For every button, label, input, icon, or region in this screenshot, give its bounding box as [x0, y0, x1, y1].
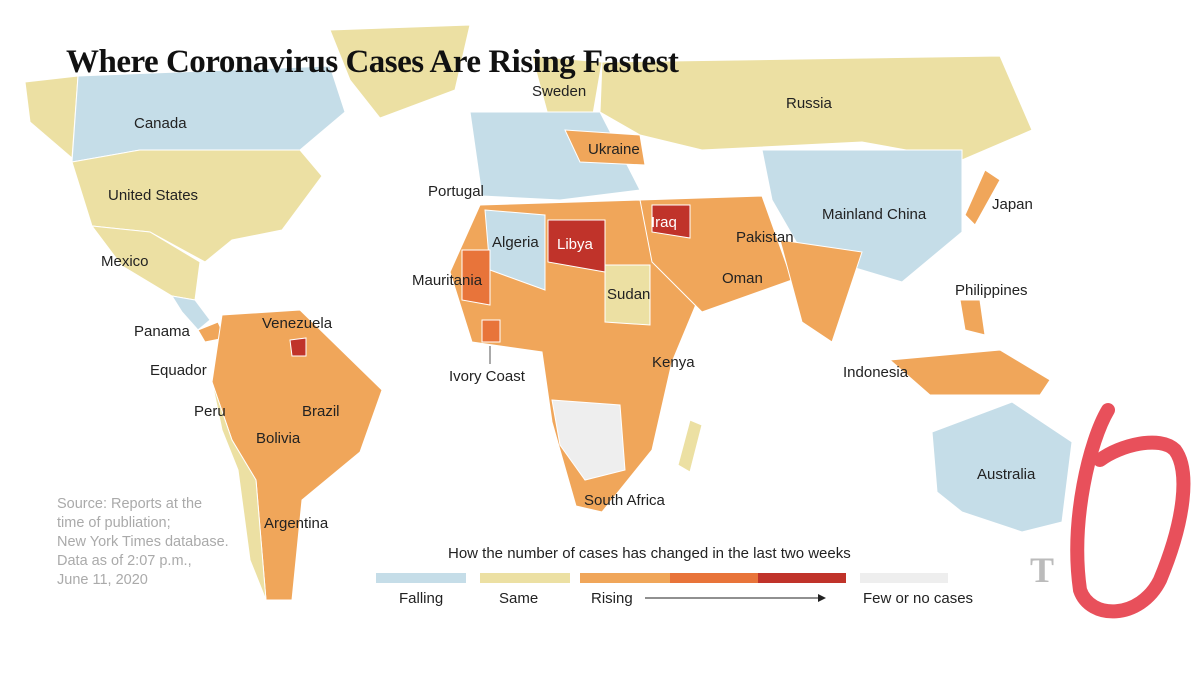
hand-drawn-mark	[1070, 403, 1191, 619]
venezuela-red	[289, 337, 307, 357]
country-label: Oman	[722, 270, 763, 287]
country-label: Sudan	[607, 286, 650, 303]
country-label: Portugal	[428, 183, 484, 200]
legend-swatch	[670, 573, 758, 583]
country-label: Pakistan	[736, 229, 794, 246]
greenland	[329, 24, 471, 119]
india	[779, 239, 863, 343]
country-label: Panama	[134, 323, 191, 340]
ukraine	[564, 129, 646, 166]
country-label: Mexico	[101, 253, 149, 270]
mauritania	[461, 249, 491, 306]
legend-label: Same	[499, 590, 538, 607]
legend-title: How the number of cases has changed in t…	[448, 545, 851, 562]
country-label: United States	[108, 187, 198, 204]
country-label: Equador	[150, 362, 207, 379]
country-label: Argentina	[264, 515, 329, 532]
source-line: time of publiation;	[57, 515, 171, 531]
country-label: Libya	[557, 236, 594, 253]
legend-swatch	[376, 573, 466, 583]
country-label: South Africa	[584, 492, 666, 509]
title: Where Coronavirus Cases Are Rising Faste…	[66, 44, 679, 80]
country-label: Mauritania	[412, 272, 483, 289]
australia	[931, 401, 1073, 533]
logo: T	[1030, 550, 1054, 590]
source-line: Source: Reports at the	[57, 496, 202, 512]
country-label: Ukraine	[588, 141, 640, 158]
southern-africa	[551, 399, 626, 481]
sudan	[604, 264, 651, 326]
legend-arrowhead	[818, 594, 826, 602]
source-line: June 11, 2020	[57, 572, 148, 588]
country-label: Venezuela	[262, 315, 333, 332]
madagascar	[677, 419, 703, 473]
country-label: Sweden	[532, 83, 586, 100]
indonesia	[888, 349, 1051, 396]
country-label: Bolivia	[256, 430, 301, 447]
alaska	[24, 75, 79, 160]
country-label: Ivory Coast	[449, 368, 526, 385]
canada	[71, 65, 346, 163]
russia	[599, 55, 1033, 161]
country-label: Australia	[977, 466, 1036, 483]
ivory-coast	[481, 319, 501, 343]
legend-swatch	[758, 573, 846, 583]
country-label: Mainland China	[822, 206, 927, 223]
legend-label: Falling	[399, 590, 443, 607]
country-label: Japan	[992, 196, 1033, 213]
country-label: Algeria	[492, 234, 539, 251]
country-label: Canada	[134, 115, 187, 132]
legend-swatch	[580, 573, 670, 583]
country-label: Iraq	[651, 214, 677, 231]
source-line: Data as of 2:07 p.m.,	[57, 553, 192, 569]
country-label: Kenya	[652, 354, 695, 371]
country-label: Philippines	[955, 282, 1028, 299]
source-line: New York Times database.	[57, 534, 229, 550]
country-label: Peru	[194, 403, 226, 420]
philippines	[959, 299, 986, 336]
country-label: Russia	[786, 95, 833, 112]
country-label: Brazil	[302, 403, 340, 420]
legend-swatch	[860, 573, 948, 583]
iraq	[651, 204, 691, 239]
country-label: Indonesia	[843, 364, 909, 381]
central-america	[170, 295, 211, 331]
japan	[964, 169, 1001, 226]
legend-label: Rising	[591, 590, 633, 607]
legend-swatch	[480, 573, 570, 583]
legend-label: Few or no cases	[863, 590, 973, 607]
andes	[211, 381, 267, 601]
land	[24, 24, 1073, 601]
